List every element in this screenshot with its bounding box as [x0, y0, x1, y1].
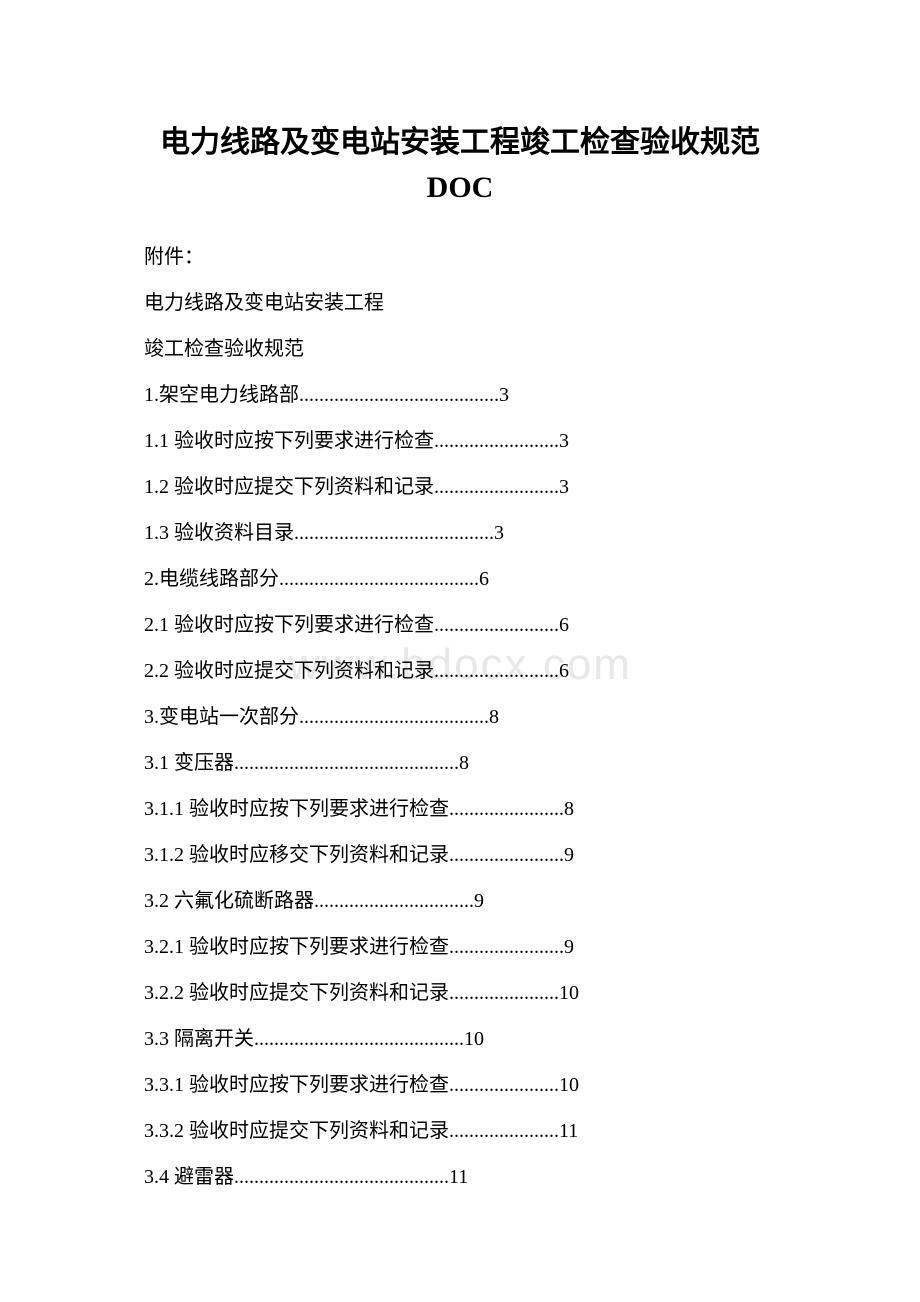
- toc-line: 3.4 避雷器.................................…: [144, 1154, 820, 1200]
- toc-line: 竣工检查验收规范: [144, 326, 820, 372]
- toc-line: 1.架空电力线路部...............................…: [144, 372, 820, 418]
- toc-line: 电力线路及变电站安装工程: [144, 280, 820, 326]
- toc-line: 2.1 验收时应按下列要求进行检查.......................…: [144, 602, 820, 648]
- toc-line: 3.1.2 验收时应移交下列资料和记录.....................…: [144, 832, 820, 878]
- toc-line: 3.变电站一次部分...............................…: [144, 694, 820, 740]
- title-line-1: 电力线路及变电站安装工程竣工检查验收规范: [100, 120, 820, 165]
- toc-line: 2.电缆线路部分................................…: [144, 556, 820, 602]
- toc-line: 2.2 验收时应提交下列资料和记录.......................…: [144, 648, 820, 694]
- toc-line: 3.3.1 验收时应按下列要求进行检查.....................…: [144, 1062, 820, 1108]
- toc-line: 3.3 隔离开关................................…: [144, 1016, 820, 1062]
- document-title: 电力线路及变电站安装工程竣工检查验收规范 DOC: [100, 120, 820, 210]
- toc-line: 3.2.1 验收时应按下列要求进行检查.....................…: [144, 924, 820, 970]
- toc-line: 1.2 验收时应提交下列资料和记录.......................…: [144, 464, 820, 510]
- toc-line: 1.3 验收资料目录..............................…: [144, 510, 820, 556]
- toc-line: 3.1 变压器.................................…: [144, 740, 820, 786]
- document-content: 电力线路及变电站安装工程竣工检查验收规范 DOC 附件： 电力线路及变电站安装工…: [100, 120, 820, 1200]
- toc-line: 3.3.2 验收时应提交下列资料和记录.....................…: [144, 1108, 820, 1154]
- toc-line: 3.1.1 验收时应按下列要求进行检查.....................…: [144, 786, 820, 832]
- title-line-2: DOC: [100, 165, 820, 210]
- toc-line: 1.1 验收时应按下列要求进行检查.......................…: [144, 418, 820, 464]
- toc-line: 3.2 六氟化硫断路器.............................…: [144, 878, 820, 924]
- toc-body: 附件： 电力线路及变电站安装工程 竣工检查验收规范 1.架空电力线路部.....…: [100, 234, 820, 1200]
- toc-line: 3.2.2 验收时应提交下列资料和记录.....................…: [144, 970, 820, 1016]
- toc-line: 附件：: [144, 234, 820, 280]
